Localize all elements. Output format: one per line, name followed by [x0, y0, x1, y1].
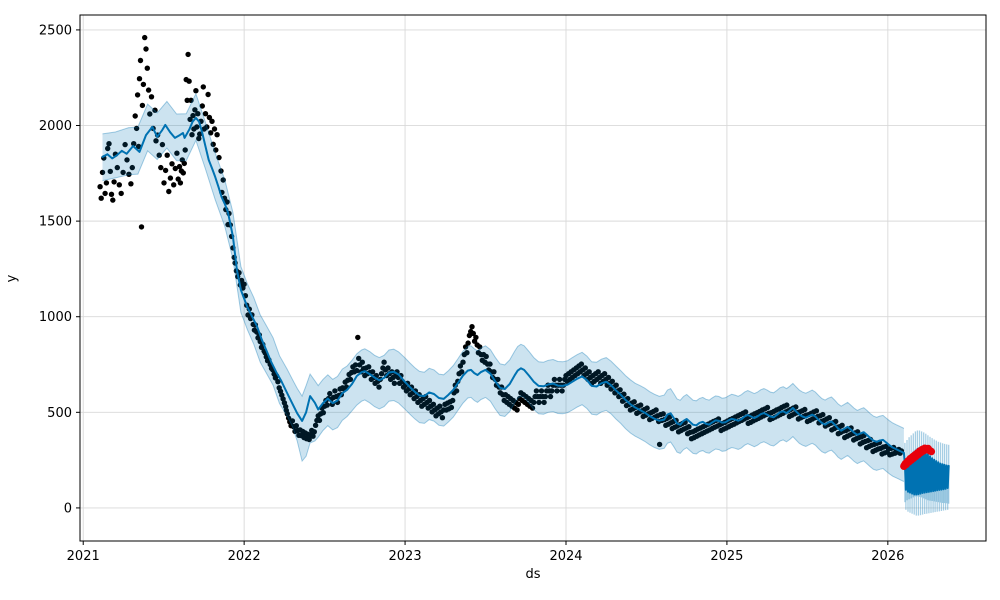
grid-lines [80, 15, 986, 541]
plot-border [79, 14, 987, 542]
x-tick-label: 2024 [549, 549, 582, 564]
observed-points [97, 34, 905, 458]
anomaly-points [900, 444, 936, 471]
y-tick-label: 0 [64, 501, 72, 516]
y-tick-label: 1000 [39, 310, 72, 325]
y-tick-label: 2500 [39, 23, 72, 38]
x-tick-label: 2022 [228, 549, 261, 564]
x-tick-label: 2026 [871, 549, 904, 564]
uncertainty-band-upper-edge [102, 92, 905, 429]
y-axis-label: y [4, 274, 20, 283]
uncertainty-band-lower-edge [102, 139, 905, 482]
y-tick-label: 1500 [39, 215, 72, 230]
x-tick-label: 2023 [389, 549, 422, 564]
x-tick-label: 2025 [710, 549, 743, 564]
axis-ticks [76, 29, 889, 545]
x-axis-label: ds [525, 567, 541, 582]
uncertainty-band [102, 93, 904, 482]
x-tick-label: 2021 [67, 549, 100, 564]
y-tick-label: 2000 [39, 119, 72, 134]
y-tick-label: 500 [47, 406, 72, 421]
